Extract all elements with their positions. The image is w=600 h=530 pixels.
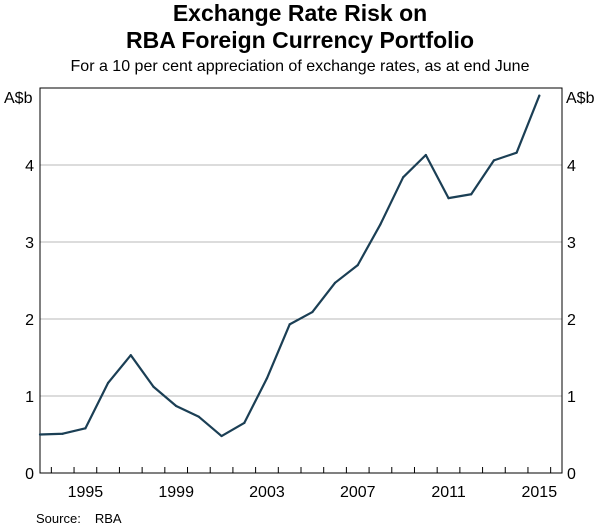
- y-tick-label-left-1: 1: [25, 389, 34, 406]
- data-point-2013: [492, 159, 496, 162]
- data-point-2006: [333, 281, 337, 284]
- data-point-2004: [288, 323, 291, 326]
- series-group: [38, 94, 541, 438]
- y-tick-label-right-4: 4: [567, 158, 576, 175]
- data-point-2009: [402, 176, 405, 179]
- series-line-0: [38, 94, 541, 438]
- y-tick-label-left-3: 3: [25, 235, 34, 252]
- data-point-2001: [220, 434, 223, 438]
- plot-frame: [39, 87, 563, 474]
- y-axis-unit-right: A$b: [566, 90, 595, 107]
- data-point-1997: [129, 354, 132, 357]
- data-point-2014: [515, 151, 518, 154]
- data-point-1995: [84, 427, 87, 430]
- data-point-1999: [175, 404, 178, 408]
- x-tick-labels: 1995 1999 2003 2007 2011 2015: [68, 484, 558, 501]
- data-point-2003: [265, 377, 269, 380]
- x-tick-label-2015: 2015: [522, 484, 558, 501]
- x-tick-label-1995: 1995: [68, 484, 104, 501]
- y-axis-unit-left: A$b: [4, 90, 33, 107]
- data-point-1994: [61, 432, 64, 435]
- x-ticks: [50, 467, 552, 473]
- chart-subtitle: For a 10 per cent appreciation of exchan…: [70, 58, 530, 75]
- gridlines: [40, 164, 562, 397]
- x-tick-label-2003: 2003: [249, 484, 285, 501]
- chart-title: Exchange Rate Risk on: [172, 0, 428, 26]
- y-tick-label-right-3: 3: [567, 235, 576, 252]
- data-point-2011: [447, 197, 450, 200]
- data-point-2007: [356, 264, 359, 267]
- data-point-2002: [243, 421, 246, 425]
- data-point-2005: [311, 310, 314, 314]
- data-point-2000: [197, 415, 200, 418]
- data-point-2008: [379, 223, 382, 226]
- data-point-1993: [38, 433, 42, 436]
- chart-title-line2: RBA Foreign Currency Portfolio: [126, 27, 474, 53]
- y-tick-label-right-1: 1: [567, 389, 576, 406]
- data-point-1998: [152, 385, 155, 388]
- source-note: Source: RBA: [36, 511, 122, 527]
- data-point-2012: [470, 193, 473, 196]
- source-value: RBA: [94, 511, 122, 526]
- source-label: Source:: [36, 511, 81, 526]
- x-tick-label-2011: 2011: [431, 484, 466, 501]
- data-point-2015: [538, 94, 541, 97]
- y-tick-label-right-2: 2: [567, 312, 576, 329]
- y-tick-label-right-0: 0: [567, 466, 576, 483]
- y-tick-label-left-2: 2: [25, 312, 34, 329]
- y-tick-label-left-4: 4: [25, 158, 34, 175]
- x-tick-label-2007: 2007: [340, 484, 376, 501]
- y-tick-labels: 0 0 1 1 2 2 3 3 4 4: [25, 158, 576, 483]
- data-point-2010: [424, 153, 427, 157]
- y-tick-label-left-0: 0: [25, 466, 34, 483]
- data-point-1996: [106, 381, 110, 385]
- x-tick-label-1999: 1999: [158, 484, 194, 501]
